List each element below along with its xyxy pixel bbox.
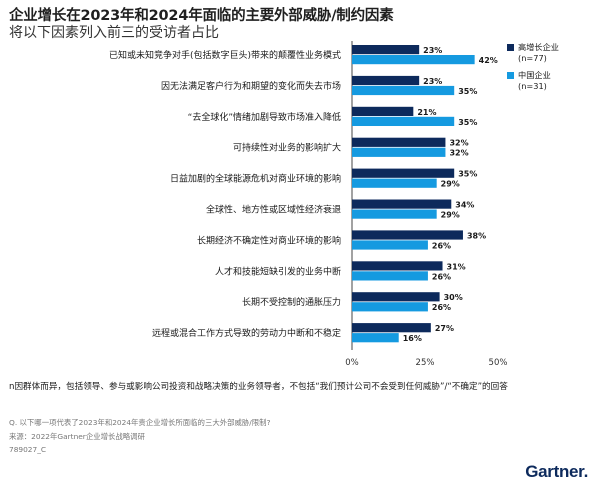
bar-high-growth	[352, 106, 414, 116]
legend-note: (n=77)	[518, 53, 547, 63]
category-label: 全球性、地方性或区域性经济衰退	[206, 204, 341, 216]
category-label: 长期不受控制的通胀压力	[242, 296, 341, 308]
footer-question: Q. 以下哪一项代表了2023年和2024年贵企业增长所面临的三大外部威胁/限制…	[9, 418, 271, 427]
bar-high-growth	[352, 199, 452, 209]
logo-text: Gartner	[525, 462, 584, 481]
bar-china	[352, 302, 428, 312]
legend-note: (n=31)	[518, 81, 547, 91]
bar-china	[352, 116, 455, 126]
bar-high-growth	[352, 45, 420, 55]
page-subtitle: 将以下因素列入前三的受访者占比	[9, 25, 219, 41]
data-label: 27%	[435, 324, 454, 333]
bar-high-growth	[352, 323, 431, 333]
category-label: 人才和技能短缺引发的业务中断	[215, 265, 341, 277]
bar-china	[352, 240, 428, 250]
data-label: 31%	[447, 262, 466, 271]
data-label: 34%	[455, 201, 474, 210]
category-label: 可持续性对业务的影响扩大	[233, 142, 341, 154]
footer-code: 789027_C	[9, 445, 47, 454]
data-label: 32%	[449, 139, 468, 148]
bar-high-growth	[352, 168, 455, 178]
data-label: 35%	[458, 87, 477, 96]
bar-high-growth	[352, 261, 443, 271]
data-label: 42%	[479, 56, 498, 65]
bar-high-growth	[352, 230, 463, 240]
legend-swatch	[507, 44, 514, 51]
data-label: 26%	[432, 303, 451, 312]
data-label: 21%	[417, 108, 436, 117]
page-title: 企业增长在2023年和2024年面临的主要外部威胁/制约因素	[9, 8, 394, 24]
bar-china	[352, 209, 437, 219]
category-label: 远程或混合工作方式导致的劳动力中断和不稳定	[152, 327, 341, 339]
x-tick-label: 25%	[416, 358, 435, 368]
x-tick-label: 50%	[489, 358, 508, 368]
bar-china	[352, 147, 446, 157]
bar-china	[352, 55, 475, 65]
category-label: 已知或未知竞争对手(包括数字巨头)带来的颠覆性业务模式	[109, 49, 341, 61]
data-label: 32%	[449, 149, 468, 158]
bar-chart: 已知或未知竞争对手(包括数字巨头)带来的颠覆性业务模式 23% 42% 因无法满足客户…	[109, 41, 559, 368]
bar-china	[352, 271, 428, 281]
data-label: 29%	[441, 180, 460, 189]
data-label: 23%	[423, 46, 442, 55]
legend-label: 中国企业	[518, 70, 551, 80]
bar-high-growth	[352, 137, 446, 147]
data-label: 30%	[444, 293, 463, 302]
data-label: 35%	[458, 170, 477, 179]
category-label: 长期经济不确定性对商业环境的影响	[197, 234, 341, 246]
gartner-logo: Gartner.	[525, 462, 588, 482]
data-label: 38%	[467, 231, 486, 240]
data-label: 26%	[432, 241, 451, 250]
category-label: 因无法满足客户行为和期望的变化而失去市场	[161, 80, 341, 92]
category-label: 日益加剧的全球能源危机对商业环境的影响	[170, 173, 341, 185]
bar-china	[352, 178, 437, 188]
data-label: 23%	[423, 77, 442, 86]
data-label: 35%	[458, 118, 477, 127]
bar-china	[352, 85, 455, 96]
footer-source: 来源：2022年Gartner企业增长战略调研	[9, 432, 145, 441]
logo-dot-icon: .	[583, 462, 589, 481]
data-label: 16%	[403, 334, 422, 343]
legend-swatch	[507, 72, 514, 79]
data-label: 29%	[441, 211, 460, 220]
x-tick-label: 0%	[345, 358, 359, 368]
sample-note: n因群体而异，包括领导、参与或影响公司投资和战略决策的业务领导者，不包括“我们预…	[9, 382, 508, 392]
bar-high-growth	[352, 75, 420, 86]
data-label: 26%	[432, 272, 451, 281]
category-label: “去全球化”情绪加剧导致市场准入降低	[188, 111, 341, 123]
legend-label: 高增长企业	[518, 42, 559, 52]
bar-high-growth	[352, 292, 440, 302]
bar-china	[352, 333, 399, 343]
